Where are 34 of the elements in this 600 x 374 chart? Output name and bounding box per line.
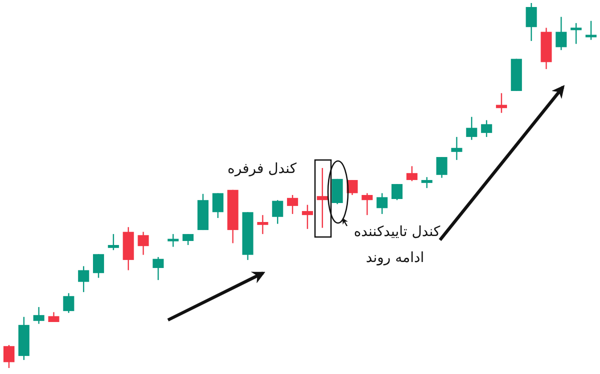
candlestick [376,192,388,215]
candlestick [63,292,74,314]
candlestick [481,120,492,138]
candlestick [451,136,462,161]
candlestick [152,256,164,281]
candlestick [556,16,567,51]
candlestick [436,156,448,178]
annotation: کندل فرفره [227,161,297,177]
candlestick [92,254,104,278]
candlestick [3,344,14,369]
candlestick [302,204,313,230]
candlestick [406,166,418,182]
candlestick [586,20,597,40]
candlestick [272,200,284,224]
candlestick [496,92,508,114]
candlestick [362,192,373,216]
candlestick [421,176,432,189]
candlestick [287,194,298,215]
annotation: کندل تاییدکننده [354,224,440,240]
candlestick [182,233,194,246]
candlestick [466,116,478,140]
candlestick [168,233,179,248]
candlestick [78,266,90,293]
candlestick [526,2,537,42]
annotation: ادامه روند [366,250,424,266]
candlestick [108,233,119,251]
candlestick [212,192,224,219]
candlestick [346,179,358,196]
candlestick [570,22,582,44]
candlestick [257,214,268,235]
candlestick [138,231,149,256]
candlestick [316,167,328,228]
candlestick [33,306,44,324]
candlestick [391,183,403,201]
